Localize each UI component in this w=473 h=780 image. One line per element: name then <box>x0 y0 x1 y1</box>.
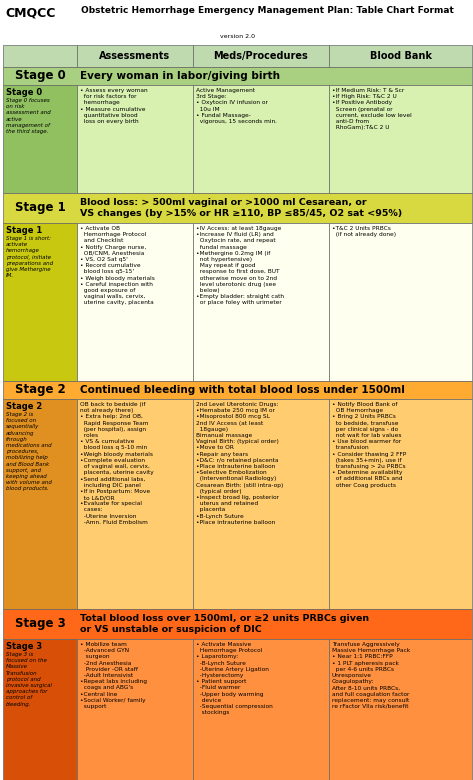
Text: Stage 0 focuses
on risk
assessment and
active
management of
the third stage.: Stage 0 focuses on risk assessment and a… <box>6 98 51 134</box>
Bar <box>329 399 472 609</box>
Text: Stage 3: Stage 3 <box>6 642 42 651</box>
Text: Obstetric Hemorrhage Emergency Management Plan: Table Chart Format: Obstetric Hemorrhage Emergency Managemen… <box>81 6 454 15</box>
Text: Continued bleeding with total blood loss under 1500ml: Continued bleeding with total blood loss… <box>80 385 405 395</box>
Text: 2nd Level Uterotonic Drugs:
•Hemabate 250 mcg IM or
•Misoprostol 800 mcg SL
2nd : 2nd Level Uterotonic Drugs: •Hemabate 25… <box>196 402 283 525</box>
Text: • Mobilize team
  -Advanced GYN
   surgeon
  -2nd Anesthesia
   Provider -OR sta: • Mobilize team -Advanced GYN surgeon -2… <box>80 642 147 709</box>
Text: • Assess every woman
  for risk factors for
  hemorrhage
• Measure cumulative
  : • Assess every woman for risk factors fo… <box>80 88 148 124</box>
Text: Transfuse Aggressively
Massive Hemorrhage Pack
• Near 1:1 PRBC:FFP
• 1 PLT apher: Transfuse Aggressively Massive Hemorrhag… <box>332 642 410 709</box>
Text: CMQCC: CMQCC <box>5 6 55 19</box>
Text: • Activate Massive
  Hemorrhage Protocol
• Laparotomy:
  -B-Lynch Suture
  -Uter: • Activate Massive Hemorrhage Protocol •… <box>196 642 273 715</box>
Bar <box>77 223 193 381</box>
Text: Stage 1: Stage 1 <box>6 226 42 235</box>
Bar <box>3 639 77 780</box>
Bar <box>77 399 193 609</box>
Bar <box>77 639 193 780</box>
Text: Total blood loss over 1500ml, or ≥2 units PRBCs given
or VS unstable or suspicio: Total blood loss over 1500ml, or ≥2 unit… <box>80 614 369 634</box>
Bar <box>193 639 329 780</box>
Text: •IV Access: at least 18gauge
•Increase IV fluid (LR) and
  Oxytocin rate, and re: •IV Access: at least 18gauge •Increase I… <box>196 226 284 306</box>
Bar <box>3 223 77 381</box>
Text: version 2.0: version 2.0 <box>220 34 255 39</box>
Bar <box>329 639 472 780</box>
Bar <box>3 85 77 193</box>
Text: Stage 0: Stage 0 <box>6 88 42 97</box>
Bar <box>329 85 472 193</box>
Text: Active Management
3rd Stage:
• Oxytocin IV infusion or
  10u IM
• Fundal Massage: Active Management 3rd Stage: • Oxytocin … <box>196 88 277 124</box>
Text: Meds/Procedures: Meds/Procedures <box>214 51 308 61</box>
Bar <box>3 609 472 639</box>
Bar <box>3 381 472 399</box>
Bar <box>3 45 77 67</box>
Text: Every woman in labor/giving birth: Every woman in labor/giving birth <box>80 71 280 81</box>
Text: • Notify Blood Bank of
  OB Hemorrhage
• Bring 2 Units PRBCs
  to bedside, trans: • Notify Blood Bank of OB Hemorrhage • B… <box>332 402 406 488</box>
Text: Stage 1 is short:
activate
hemorrhage
protocol, initiate
preparations and
give M: Stage 1 is short: activate hemorrhage pr… <box>6 236 53 278</box>
Text: Stage 2: Stage 2 <box>15 384 65 396</box>
Bar <box>193 399 329 609</box>
Bar <box>193 85 329 193</box>
Text: Blood loss: > 500ml vaginal or >1000 ml Cesarean, or
VS changes (by >15% or HR ≥: Blood loss: > 500ml vaginal or >1000 ml … <box>80 198 402 218</box>
Bar <box>3 67 472 85</box>
Text: Blood Bank: Blood Bank <box>369 51 431 61</box>
Bar <box>77 45 193 67</box>
Text: Stage 3: Stage 3 <box>15 618 65 630</box>
Bar <box>3 193 472 223</box>
Bar <box>3 399 77 609</box>
Bar <box>193 45 329 67</box>
Text: •T&C 2 Units PRBCs
  (if not already done): •T&C 2 Units PRBCs (if not already done) <box>332 226 396 237</box>
Text: Stage 2: Stage 2 <box>6 402 42 411</box>
Bar <box>77 85 193 193</box>
Text: Stage 0: Stage 0 <box>15 69 65 83</box>
Text: • Activate OB
  Hemorrhage Protocol
  and Checklist
• Notify Charge nurse,
  OB/: • Activate OB Hemorrhage Protocol and Ch… <box>80 226 155 306</box>
Bar <box>3 4 472 63</box>
Text: Stage 1: Stage 1 <box>15 201 65 215</box>
Bar <box>329 223 472 381</box>
Bar <box>193 223 329 381</box>
Text: •If Medium Risk: T & Scr
•If High Risk: T&C 2 U
•If Positive Antibody
  Screen (: •If Medium Risk: T & Scr •If High Risk: … <box>332 88 412 130</box>
Bar <box>329 45 472 67</box>
Text: Assessments: Assessments <box>99 51 171 61</box>
Text: Stage 3 is
focused on the
Massive
Transfusion
protocol and
invasive surgical
app: Stage 3 is focused on the Massive Transf… <box>6 652 52 707</box>
Text: OB back to bedside (if
not already there)
• Extra help: 2nd OB,
  Rapid Response: OB back to bedside (if not already there… <box>80 402 154 525</box>
Text: Stage 2 is
focused on
sequentially
advancing
through
medications and
procedures,: Stage 2 is focused on sequentially advan… <box>6 412 52 491</box>
